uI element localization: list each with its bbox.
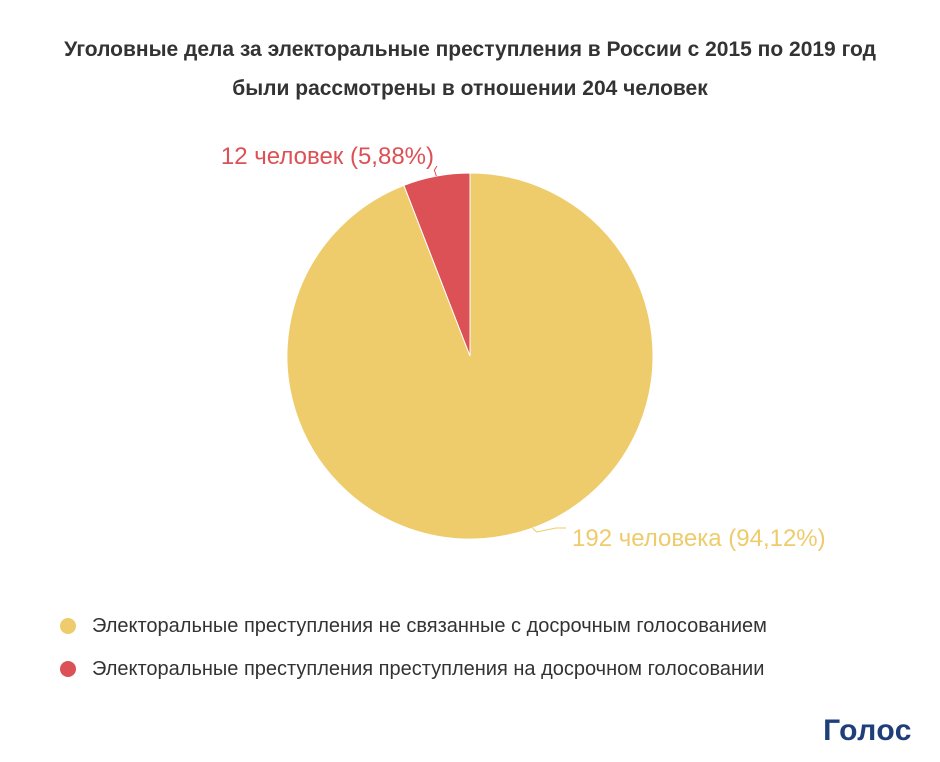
pie-chart: 192 человека (94,12%) 12 человек (5,88%) xyxy=(221,143,826,552)
slice-label-main: 192 человека (94,12%) xyxy=(572,525,826,552)
legend-label: Электоральные преступления не связанные … xyxy=(92,614,767,637)
legend-swatch xyxy=(60,661,76,677)
legend-swatch xyxy=(60,618,76,634)
pie-slice xyxy=(403,172,471,357)
pie-slices xyxy=(286,172,654,540)
legend-item-not-early-voting: Электоральные преступления не связанные … xyxy=(60,606,900,646)
chart-title: Уголовные дела за электоральные преступл… xyxy=(64,38,876,100)
leader-line xyxy=(532,527,566,533)
leader-line xyxy=(433,165,438,177)
golos-logo: Голос xyxy=(823,714,912,747)
legend-item-early-voting: Электоральные преступления преступления … xyxy=(60,649,900,689)
label-leaders xyxy=(433,165,566,533)
legend: Электоральные преступления не связанные … xyxy=(60,606,900,692)
slice-label-small: 12 человек (5,88%) xyxy=(221,143,434,170)
legend-label: Электоральные преступления преступления … xyxy=(92,657,765,680)
